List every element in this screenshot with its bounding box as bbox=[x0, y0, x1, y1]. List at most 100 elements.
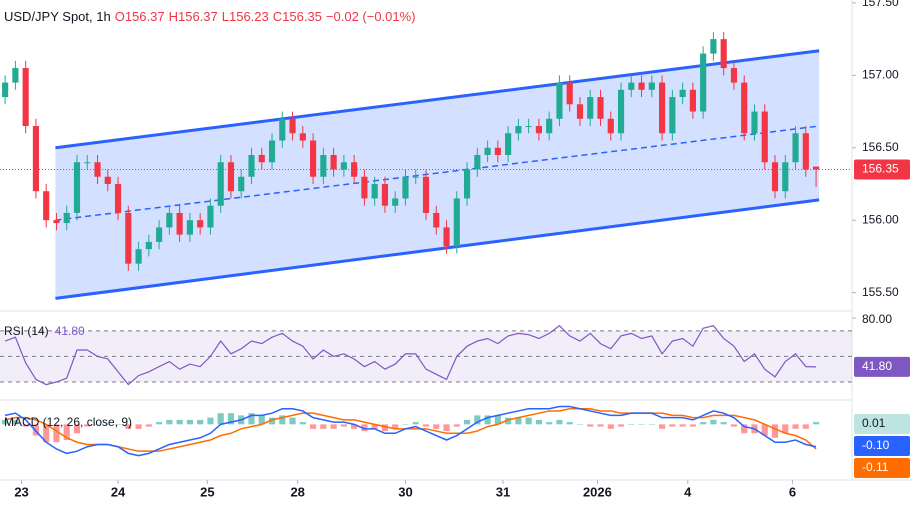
channel-lower bbox=[55, 198, 820, 300]
rsi-value: 41.80 bbox=[55, 324, 85, 338]
candle-body bbox=[238, 176, 245, 192]
y-tick-label: 156.50 bbox=[862, 140, 899, 154]
macd-histogram-bar bbox=[330, 424, 337, 429]
candle-body bbox=[186, 220, 193, 235]
macd-histogram-bar bbox=[351, 424, 358, 429]
macd-histogram-bar bbox=[535, 419, 542, 425]
rsi-title: RSI (14) 41.80 bbox=[4, 324, 85, 338]
candle-body bbox=[43, 191, 50, 221]
candle-body bbox=[761, 111, 768, 163]
x-tick-label: 24 bbox=[111, 484, 126, 499]
macd-histogram-bar bbox=[576, 424, 584, 425]
candle-body bbox=[207, 205, 214, 228]
macd-histogram-bar bbox=[217, 413, 224, 425]
x-tick-label: 6 bbox=[789, 484, 796, 499]
x-tick-label: 28 bbox=[290, 484, 304, 499]
macd-histogram-bar bbox=[248, 413, 255, 425]
y-tick-label: 157.00 bbox=[862, 67, 899, 81]
y-tick-label: 155.50 bbox=[862, 285, 899, 299]
candle-body bbox=[412, 176, 419, 178]
candle-body bbox=[505, 133, 512, 155]
macd-histogram-bar bbox=[628, 424, 635, 425]
macd-histogram-bar bbox=[453, 424, 460, 427]
macd-histogram-bar bbox=[597, 424, 604, 427]
legend-ohlc: L156.23 bbox=[222, 9, 269, 24]
macd-histogram-bar bbox=[310, 424, 317, 429]
candle-body bbox=[720, 39, 727, 69]
macd-title: MACD (12, 26, close, 9) bbox=[4, 415, 132, 429]
candle-body bbox=[679, 89, 686, 98]
rsi-value-box bbox=[854, 356, 910, 377]
candle-body bbox=[320, 155, 327, 177]
candle-body bbox=[135, 249, 142, 264]
candle-body bbox=[556, 82, 563, 119]
macd-histogram-bar bbox=[546, 422, 553, 425]
candle-body bbox=[156, 227, 163, 242]
macd-histogram-bar bbox=[525, 417, 532, 425]
candle-body bbox=[535, 126, 542, 134]
candle-body bbox=[771, 162, 779, 192]
macd-value-label: -0.10 bbox=[862, 438, 890, 452]
macd-histogram-bar bbox=[186, 419, 193, 425]
candle-body bbox=[176, 212, 183, 235]
macd-histogram-bar bbox=[812, 422, 820, 425]
macd-histogram-bar bbox=[761, 424, 768, 436]
macd-histogram-bar bbox=[289, 417, 296, 425]
legend-ohlc: H156.37 bbox=[169, 9, 218, 24]
x-tick-label: 25 bbox=[200, 484, 214, 499]
macd-histogram-bar bbox=[63, 424, 70, 440]
candle-body bbox=[84, 162, 91, 164]
candle-body bbox=[217, 162, 224, 206]
candle-body bbox=[53, 220, 60, 224]
candle-body bbox=[597, 97, 604, 119]
candle-body bbox=[659, 82, 666, 134]
candle-body bbox=[94, 162, 101, 177]
candle-body bbox=[114, 183, 122, 213]
macd-histogram-bar bbox=[135, 424, 142, 429]
channel-middle bbox=[55, 125, 820, 221]
macd-histogram-bar bbox=[227, 413, 235, 425]
candle-body bbox=[463, 169, 471, 199]
macd-histogram-bar bbox=[607, 424, 614, 429]
candle-body bbox=[710, 39, 717, 54]
macd-histogram-bar bbox=[114, 424, 122, 425]
candle-body bbox=[12, 68, 19, 83]
candle-body bbox=[310, 140, 317, 177]
macd-histogram-bar bbox=[792, 424, 799, 429]
y-tick-label: 156.00 bbox=[862, 212, 899, 226]
candle-body bbox=[443, 227, 450, 247]
candle-body bbox=[638, 82, 645, 90]
macd-histogram-bar bbox=[299, 422, 306, 425]
candle-body bbox=[330, 155, 337, 170]
macd-histogram-bar bbox=[443, 424, 450, 432]
macd-histogram-bar bbox=[371, 424, 378, 429]
macd-histogram-bar bbox=[32, 424, 40, 436]
candle-body bbox=[197, 220, 204, 228]
histogram-value-box bbox=[854, 414, 910, 434]
candle-body bbox=[371, 183, 378, 199]
macd-histogram-bar bbox=[433, 424, 440, 429]
macd-histogram-bar bbox=[689, 424, 696, 427]
macd-histogram-bar bbox=[741, 424, 748, 434]
candle-body bbox=[258, 155, 265, 163]
rsi-value-label: 41.80 bbox=[862, 359, 892, 373]
candle-body bbox=[22, 68, 29, 127]
candle-body bbox=[340, 162, 347, 170]
y-tick-label: 157.50 bbox=[862, 0, 899, 9]
candle-body bbox=[433, 212, 440, 228]
x-tick-label: 31 bbox=[496, 484, 510, 499]
candle-body bbox=[751, 111, 758, 134]
candle-body bbox=[689, 89, 696, 112]
macd-histogram-bar bbox=[474, 415, 481, 425]
candle-body bbox=[525, 126, 532, 128]
macd-histogram-bar bbox=[125, 424, 132, 429]
candle-body bbox=[628, 82, 635, 90]
candle-body bbox=[422, 176, 430, 213]
macd-histogram-bar bbox=[720, 422, 727, 425]
macd-histogram-bar bbox=[166, 419, 173, 425]
macd-histogram-bar bbox=[392, 424, 399, 429]
macd-histogram-bar bbox=[515, 417, 522, 425]
macd-histogram-bar bbox=[381, 424, 389, 432]
